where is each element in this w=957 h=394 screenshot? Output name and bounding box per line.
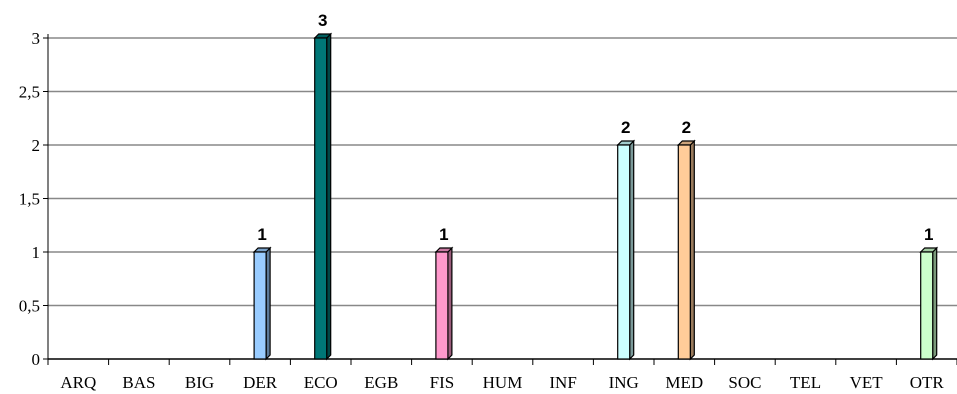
x-tick-label: TEL [790,373,821,392]
tick-labels: 0 0,5 1 1,5 2 2,5 3 ARQ BAS BIG DER ECO EGB FIS HUM INF… [19,29,945,392]
y-tick-label: 0 [32,350,41,369]
bar-side [326,32,332,361]
bar-side [447,246,453,361]
data-label-eco: 3 [318,11,327,30]
x-tick-label: INF [549,373,576,392]
x-tick-label: EGB [364,373,398,392]
x-tick-label: ING [609,373,639,392]
bar-front [435,251,449,360]
x-tick-label: ECO [304,373,338,392]
x-tick-label: BAS [122,373,155,392]
x-tick-label: FIS [430,373,455,392]
bar-front [253,251,267,360]
data-labels: 1 3 1 2 2 1 [257,11,933,244]
bar-front [617,144,631,360]
bar-eco [313,32,333,361]
x-tick-label: ARQ [60,373,96,392]
x-tick-label: OTR [910,373,945,392]
x-tick-label: DER [243,373,278,392]
y-tick-label: 1,5 [19,190,40,209]
bar-otr [919,246,939,361]
x-tick-label: BIG [185,373,214,392]
y-tick-label: 1 [32,243,41,262]
bar-front [920,251,934,360]
bar-front [677,144,691,360]
data-label-otr: 1 [924,225,933,244]
data-label-med: 2 [682,118,691,137]
data-label-ing: 2 [621,118,630,137]
y-tick-label: 2,5 [19,83,40,102]
data-label-fis: 1 [439,225,448,244]
bars [252,32,939,361]
bar-side [265,246,271,361]
bar-der [252,246,272,361]
y-tick-label: 2 [32,136,41,155]
y-tick-label: 3 [32,29,41,48]
x-tick-label: SOC [728,373,761,392]
bar-med [676,139,696,361]
x-tick-label: HUM [483,373,523,392]
y-tick-label: 0,5 [19,297,40,316]
bar-ing [616,139,636,361]
axes [43,34,957,365]
gridlines [48,37,957,307]
x-tick-label: MED [665,373,703,392]
data-label-der: 1 [257,225,266,244]
bar-front [314,37,328,360]
bar-fis [434,246,454,361]
x-tick-label: VET [850,373,884,392]
